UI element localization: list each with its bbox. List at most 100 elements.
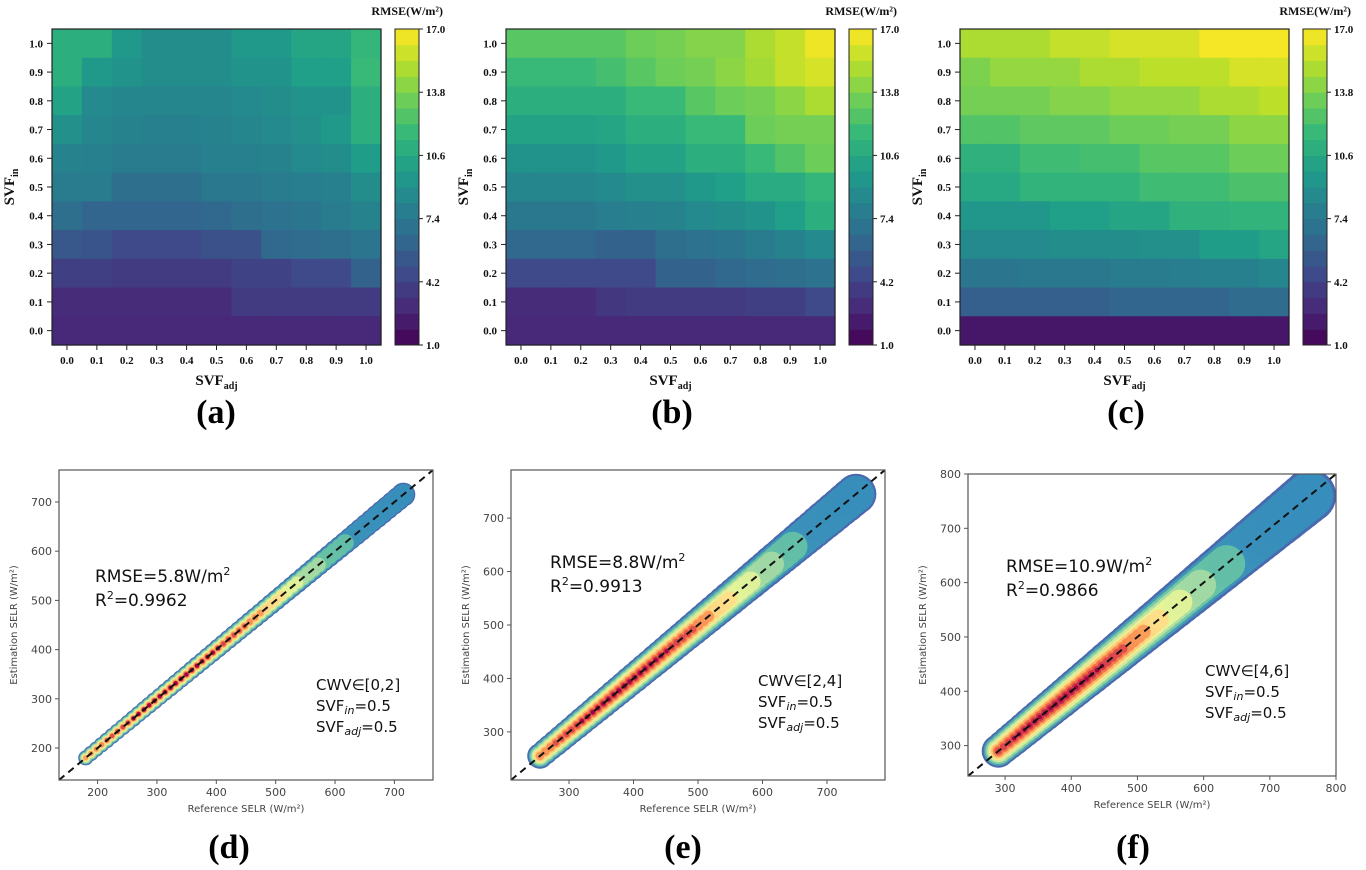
colorbar-band [849, 44, 873, 62]
heatmap-cell [321, 258, 352, 289]
y-tick-label: 0.7 [937, 125, 951, 137]
density-point [1048, 706, 1053, 711]
heatmap-cell [291, 230, 322, 260]
heatmap-cell [231, 143, 262, 174]
heatmap-cell [745, 143, 776, 174]
heatmap-cell [535, 29, 567, 59]
heatmap-cell [1199, 230, 1230, 260]
y-tick-label: 800 [940, 468, 961, 481]
heatmap-cell [1019, 172, 1051, 202]
heatmap-cell [989, 57, 1021, 88]
heatmap-cell [52, 316, 83, 346]
colorbar: 17.0 13.8 10.6 7.4 4.2 1.0 RMSE(W/m²) [371, 4, 445, 352]
heatmap-cell [625, 86, 657, 116]
heatmap-cell [1019, 86, 1051, 116]
x-tick-label: 1.0 [813, 355, 827, 367]
colorbar-band [395, 218, 419, 235]
y-tick-label: 0.4 [937, 211, 951, 223]
heatmap-cell [1049, 29, 1081, 59]
heatmap-cell [141, 115, 173, 145]
heatmap-cell [261, 29, 292, 59]
svf-adj-annotation: SVFadj=0.5 [758, 714, 840, 734]
panel-label-f: (f) [1116, 829, 1150, 866]
heatmap-cell [655, 57, 687, 88]
x-tick-label: 0.4 [180, 355, 194, 367]
x-tick-label: 0.3 [150, 355, 164, 367]
x-tick-label: 700 [384, 786, 405, 799]
heatmap-cell [535, 115, 567, 145]
heatmap-cell [1169, 258, 1200, 289]
heatmap-cell [1259, 287, 1290, 317]
heatmap-cell [989, 172, 1021, 202]
heatmap-cell [1139, 316, 1170, 346]
heatmap-cell [1019, 29, 1051, 59]
colorbar-band [1303, 329, 1327, 346]
colorbar: 17.0 13.8 10.6 7.4 4.2 1.0 RMSE(W/m²) [1279, 4, 1353, 352]
reference-line-1to1 [968, 474, 1336, 776]
x-tick-label: 1.0 [1267, 355, 1281, 367]
heatmap-cell [171, 230, 203, 260]
heatmap-cell [52, 172, 83, 202]
heatmap-cell [775, 287, 806, 317]
x-tick-label: 600 [325, 786, 346, 799]
y-axis-label: SVFin [910, 168, 929, 205]
y-tick-label: 400 [31, 644, 52, 657]
heatmap-cell [655, 316, 687, 346]
y-tick-label: 0.9 [29, 67, 43, 79]
heatmap-cell [655, 287, 687, 317]
x-tick-label: 0.7 [269, 355, 283, 367]
y-tick-label: 0.2 [937, 268, 951, 280]
heatmap-cell [81, 86, 113, 116]
heatmap-cell [261, 115, 292, 145]
heatmap-cell [1169, 143, 1200, 174]
heatmap-cell [1169, 29, 1200, 59]
heatmap-cell [595, 143, 627, 174]
heatmap-cell [231, 172, 262, 202]
colorbar-band [849, 108, 873, 125]
heatmap-cell [52, 115, 83, 145]
heatmap-cell [52, 143, 83, 174]
heatmap-cell [989, 143, 1021, 174]
heatmap-cell [1229, 316, 1260, 346]
svf-in-annotation: SVFin=0.5 [758, 693, 833, 713]
heatmap-cell [1139, 86, 1170, 116]
x-tick-label: 300 [995, 782, 1016, 795]
y-tick-label: 0.1 [937, 297, 951, 309]
heatmap-cell [805, 115, 836, 145]
y-tick-label: 0.1 [29, 297, 43, 309]
heatmap-cell [351, 86, 382, 116]
heatmap-cell [1109, 287, 1141, 317]
x-tick-label: 0.5 [1118, 355, 1132, 367]
heatmap-cell [960, 316, 991, 346]
heatmap-cell [81, 230, 113, 260]
x-tick-label: 0.8 [1207, 355, 1221, 367]
x-axis-label: Reference SELR (W/m²) [640, 804, 757, 815]
heatmap-cell [565, 316, 597, 346]
heatmap-cell [715, 287, 746, 317]
heatmap-cell [321, 115, 352, 145]
heatmap-cell [655, 86, 687, 116]
cwv-annotation: CWV∈[4,6] [1205, 662, 1289, 680]
svf-in-annotation: SVFin=0.5 [1205, 683, 1280, 703]
heatmap-cell [1229, 258, 1260, 289]
heatmap-cell [745, 287, 776, 317]
heatmap-cell [805, 201, 836, 231]
panel-label-e: (e) [664, 829, 702, 866]
y-tick-label: 600 [31, 545, 52, 558]
x-tick-label: 0.1 [544, 355, 558, 367]
heatmap-cell [111, 258, 143, 289]
y-tick-label: 0.8 [937, 96, 951, 108]
x-tick-label: 0.1 [998, 355, 1012, 367]
heatmap-cell [111, 316, 143, 346]
heatmap-cell [745, 316, 776, 346]
heatmap-cell [231, 230, 262, 260]
colorbar-band [1303, 313, 1327, 330]
y-axis-label: SVFin [456, 168, 475, 205]
heatmap-cell [351, 57, 382, 88]
heatmap-cell [291, 287, 322, 317]
heatmap-cell [960, 287, 991, 317]
heatmap-cell [805, 57, 836, 88]
y-tick-label: 0.5 [483, 182, 497, 194]
heatmap-cell [1139, 115, 1170, 145]
heatmap-cell [81, 258, 113, 289]
